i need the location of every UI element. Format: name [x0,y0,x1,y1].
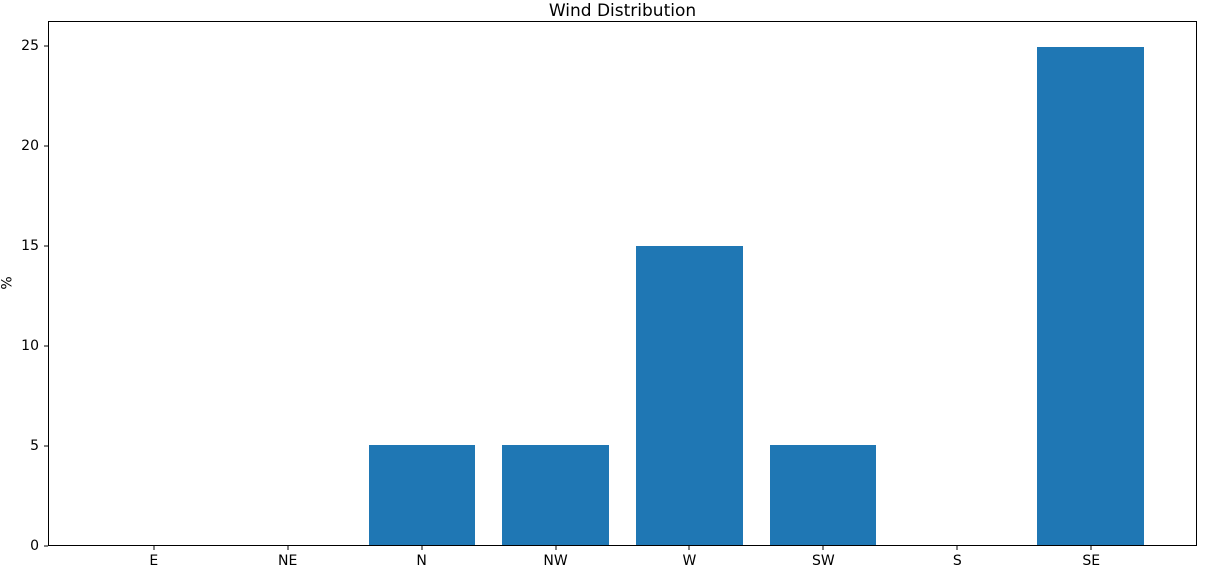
bar-se [1036,46,1144,545]
x-tick-mark [421,546,423,550]
plot-area [48,21,1197,546]
bar-n [368,445,476,545]
x-tick-mark [287,546,289,550]
y-tick-mark [44,345,48,347]
x-tick-mark [1090,546,1092,550]
x-tick-label: N [416,553,427,569]
y-tick-label: 25 [21,38,39,54]
y-tick-label: 5 [30,438,39,454]
x-tick-label: NE [278,553,298,569]
y-tick-mark [44,145,48,147]
bars-layer [49,22,1196,545]
y-tick-label: 0 [30,538,39,554]
x-tick-label: S [952,553,962,569]
y-tick-mark [44,545,48,547]
x-tick-label: SE [1082,553,1101,569]
x-tick-mark [555,546,557,550]
y-tick-mark [44,445,48,447]
x-tick-mark [956,546,958,550]
x-tick-label: NW [543,553,568,569]
bar-nw [502,445,610,545]
y-tick-mark [44,45,48,47]
bar-sw [769,445,877,545]
x-tick-mark [153,546,155,550]
y-tick-label: 15 [21,238,39,254]
x-tick-label: SW [811,553,835,569]
chart-title: Wind Distribution [548,1,697,21]
x-tick-mark [688,546,690,550]
x-tick-label: W [682,553,697,569]
bar-w [635,246,743,545]
x-tick-label: E [149,553,159,569]
y-tick-label: 20 [21,138,39,154]
x-tick-mark [822,546,824,550]
y-tick-mark [44,245,48,247]
x-axis: E NE N NW W SW S SE [48,546,1197,571]
y-axis: 0 5 10 15 20 25 [0,21,48,553]
y-tick-label: 10 [21,338,39,354]
